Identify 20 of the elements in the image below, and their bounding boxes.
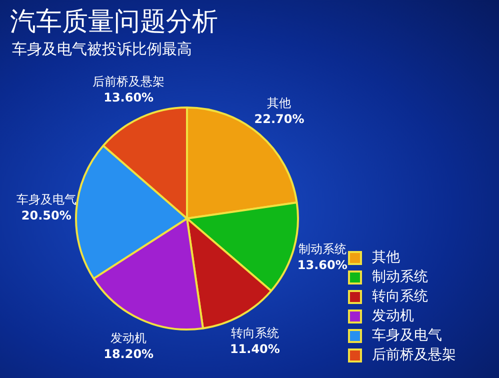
legend-label: 转向系统	[372, 288, 428, 305]
legend-label: 后前桥及悬架	[372, 347, 456, 364]
slice-label: 后前桥及悬架	[92, 74, 165, 88]
slice-label: 发动机	[110, 330, 147, 345]
data-label: 20.50%	[21, 208, 72, 222]
slice-label: 车身及电气	[16, 192, 76, 206]
data-label: 22.70%	[254, 112, 304, 126]
legend-label: 发动机	[372, 308, 414, 324]
chart-subtitle: 车身及电气被投诉比例最高	[12, 40, 192, 59]
legend-label: 其他	[372, 250, 400, 266]
slice-label: 其他	[267, 96, 292, 110]
data-label: 13.60%	[104, 90, 154, 104]
slice-label: 转向系统	[230, 326, 279, 340]
legend-label: 制动系统	[372, 269, 428, 286]
data-label: 18.20%	[104, 346, 154, 361]
data-label: 13.60%	[297, 258, 348, 272]
legend-label: 车身及电气	[372, 328, 442, 344]
chart-title: 汽车质量问题分析	[10, 6, 218, 39]
data-label: 11.40%	[230, 342, 280, 356]
slice-label: 制动系统	[298, 242, 346, 256]
